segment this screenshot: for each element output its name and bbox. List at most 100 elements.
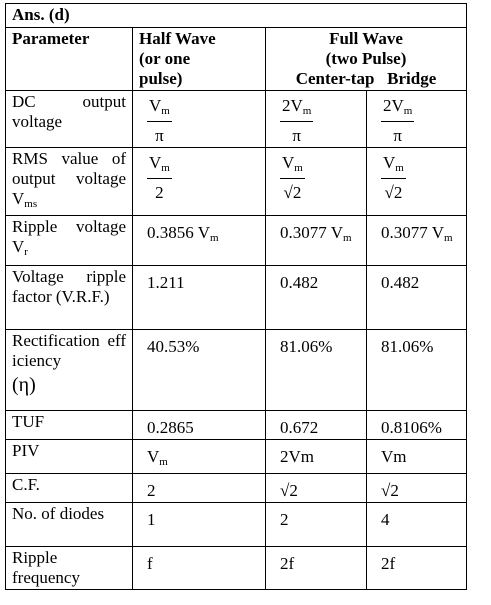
row-label: RMS value of output voltage Vms (5, 147, 133, 216)
row-label: No. of diodes (5, 502, 133, 547)
text: f (147, 554, 153, 573)
value: 2f (381, 554, 395, 574)
subscript: m (342, 232, 352, 244)
text: Vm (381, 447, 407, 466)
head-parameter: Parameter (5, 27, 133, 91)
fraction: Vm 2 (147, 153, 172, 203)
cell: √2 (265, 473, 367, 503)
text: 4 (381, 510, 390, 529)
cell: Vm √2 (366, 147, 467, 216)
value: 0.482 (280, 273, 318, 293)
cell: Vm √2 (265, 147, 367, 216)
row: No. of diodes 1 2 4 (5, 502, 467, 547)
fraction: 2Vm π (280, 96, 314, 146)
row: Ripple frequency f 2f 2f (5, 546, 467, 590)
subscript: ms (24, 198, 38, 210)
cell: Vm 2 (132, 147, 266, 216)
text: 81.06% (381, 337, 434, 356)
text: 1.211 (147, 273, 185, 292)
value: √2 (280, 481, 298, 501)
cell: 0.3077 Vm (366, 215, 467, 266)
table-body: Ans. (d) Parameter Half Wave (or one pulse… (5, 3, 467, 590)
subscript: m (209, 232, 219, 244)
numerator: 2Vm (280, 96, 314, 122)
value: 0.8106% (381, 418, 442, 438)
text: 81.06% (280, 337, 333, 356)
center-tap: Center-tap (295, 69, 375, 88)
text: 2f (381, 554, 396, 573)
value: 0.2865 (147, 418, 194, 438)
cell: 2f (366, 546, 467, 590)
denominator: 2 (155, 183, 164, 202)
cell: 40.53% (132, 329, 266, 411)
bridge: Bridge (387, 69, 437, 88)
numerator: 2Vm (381, 96, 415, 122)
row-label: DC output voltage (5, 90, 133, 148)
subscript: m (159, 456, 168, 468)
text: V (282, 153, 295, 172)
text: V (149, 153, 162, 172)
cell: 0.482 (366, 265, 467, 330)
text: 2f (280, 554, 295, 573)
row: Rectification efficiency (η) 40.53% 81.06% 8… (5, 329, 467, 411)
cell: Vm (366, 439, 467, 474)
line: Center-tap Bridge (272, 69, 460, 89)
text: V (149, 96, 162, 115)
cell: √2 (366, 473, 467, 503)
text: 0.482 (381, 273, 420, 292)
row-label: PIV (5, 439, 133, 474)
cell: 0.3856 Vm (132, 215, 266, 266)
line: Half Wave (139, 29, 216, 48)
cell: 2f (265, 546, 367, 590)
value: 0.3856 Vm (147, 223, 219, 248)
head-row: Parameter Half Wave (or one pulse) Full Wa… (5, 27, 467, 91)
row-label: Ripple voltage Vr (5, 215, 133, 266)
subscript: m (161, 105, 170, 117)
value: f (147, 554, 153, 574)
row: Ripple voltage Vr 0.3856 Vm 0.3077 Vm 0.307… (5, 215, 467, 266)
cell: 0.672 (265, 410, 367, 440)
cell: 0.8106% (366, 410, 467, 440)
value: 1 (147, 510, 156, 530)
value: 0.3077 Vm (280, 223, 352, 248)
label-text: DC output voltage (12, 92, 126, 131)
text: 2V (383, 96, 404, 115)
value: 40.53% (147, 337, 199, 357)
text: 40.53% (147, 337, 200, 356)
row-label: TUF (5, 410, 133, 440)
numerator: Vm (381, 153, 406, 179)
cell: 2 (265, 502, 367, 547)
cell: 0.3077 Vm (265, 215, 367, 266)
label-text: C.F. (12, 475, 40, 494)
label-text: Rectification efficiency (12, 331, 126, 370)
label-text: PIV (12, 441, 40, 460)
row-label: Ripple frequency (5, 546, 133, 590)
fraction: 2Vm π (381, 96, 415, 146)
denominator: √2 (384, 183, 403, 202)
cell: 2Vm (265, 439, 367, 474)
row: Voltage ripple factor (V.R.F.) 1.211 0.482… (5, 265, 467, 330)
label-text: No. of diodes (12, 504, 105, 523)
value: 2 (280, 510, 289, 530)
cell: Vm (132, 439, 266, 474)
subscript: m (302, 105, 312, 117)
denominator: π (155, 126, 164, 145)
value: 0.672 (280, 418, 318, 438)
denominator: π (292, 126, 301, 145)
subscript: m (161, 162, 170, 174)
comparison-table: Ans. (d) Parameter Half Wave (or one pulse… (5, 3, 467, 590)
subscript: m (294, 162, 303, 174)
line: (two Pulse) (325, 49, 407, 68)
value: Vm (381, 447, 407, 467)
text: 2 (280, 510, 289, 529)
cell: 0.482 (265, 265, 367, 330)
numerator: Vm (280, 153, 305, 179)
value: √2 (381, 481, 399, 501)
cell: 1 (132, 502, 266, 547)
label-text: Voltage ripple factor (V.R.F.) (12, 267, 126, 306)
title-row: Ans. (d) (5, 3, 467, 28)
value: 1.211 (147, 273, 185, 293)
label-text: RMS value of output voltage V (12, 149, 126, 208)
line: (or one (139, 49, 191, 68)
